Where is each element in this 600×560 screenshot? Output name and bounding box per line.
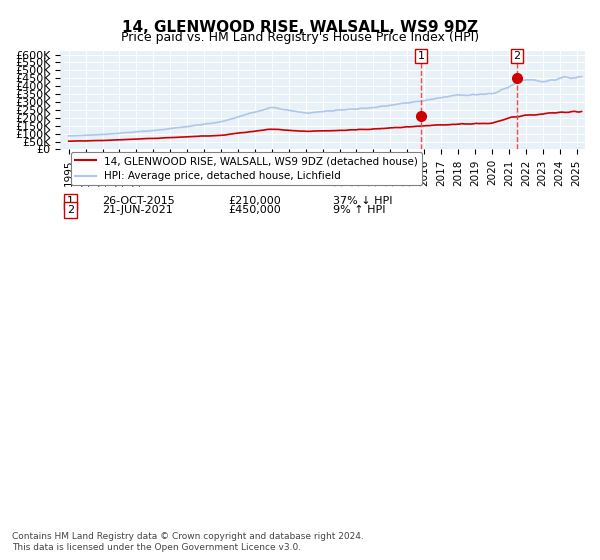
Text: £450,000: £450,000 xyxy=(228,206,281,215)
Text: 9% ↑ HPI: 9% ↑ HPI xyxy=(333,206,386,215)
Legend: 14, GLENWOOD RISE, WALSALL, WS9 9DZ (detached house), HPI: Average price, detach: 14, GLENWOOD RISE, WALSALL, WS9 9DZ (det… xyxy=(71,152,422,185)
Text: 26-OCT-2015: 26-OCT-2015 xyxy=(102,197,175,207)
Text: 1: 1 xyxy=(418,51,425,61)
Text: 14, GLENWOOD RISE, WALSALL, WS9 9DZ: 14, GLENWOOD RISE, WALSALL, WS9 9DZ xyxy=(122,20,478,35)
Text: £210,000: £210,000 xyxy=(228,197,281,207)
Text: Contains HM Land Registry data © Crown copyright and database right 2024.
This d: Contains HM Land Registry data © Crown c… xyxy=(12,532,364,552)
Text: 2: 2 xyxy=(67,206,74,215)
Text: 37% ↓ HPI: 37% ↓ HPI xyxy=(333,197,392,207)
Text: 2: 2 xyxy=(513,51,520,61)
Text: 21-JUN-2021: 21-JUN-2021 xyxy=(102,206,173,215)
Text: 1: 1 xyxy=(67,197,74,207)
Text: Price paid vs. HM Land Registry's House Price Index (HPI): Price paid vs. HM Land Registry's House … xyxy=(121,31,479,44)
